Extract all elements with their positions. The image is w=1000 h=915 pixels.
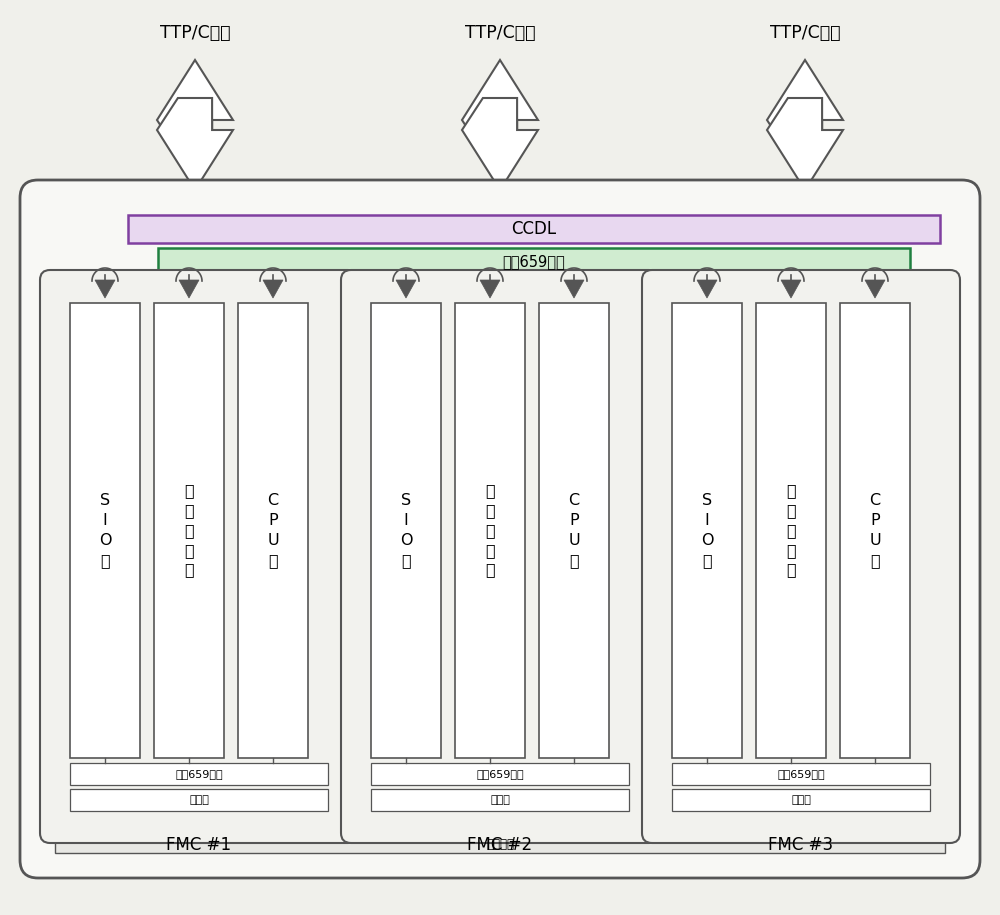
Polygon shape: [781, 280, 801, 298]
Bar: [672, 789, 930, 811]
Bar: [539, 303, 609, 758]
Polygon shape: [767, 98, 843, 190]
Polygon shape: [179, 280, 199, 298]
Text: 背板电缆: 背板电缆: [486, 837, 514, 851]
Text: FMC #2: FMC #2: [467, 836, 533, 854]
Text: 本地659总线: 本地659总线: [476, 769, 524, 779]
Text: 本地659总线: 本地659总线: [777, 769, 825, 779]
Text: 总
线
接
口
板: 总 线 接 口 板: [485, 483, 495, 577]
Text: S
I
O
板: S I O 板: [400, 493, 412, 567]
Bar: [70, 763, 328, 785]
Bar: [238, 303, 308, 758]
Bar: [371, 763, 629, 785]
Text: 桥接659总线: 桥接659总线: [503, 254, 565, 269]
Text: TTP/C总线: TTP/C总线: [770, 24, 840, 42]
Bar: [840, 303, 910, 758]
Polygon shape: [157, 98, 233, 190]
Text: C
P
U
板: C P U 板: [869, 493, 881, 567]
Polygon shape: [396, 280, 416, 298]
Bar: [672, 303, 742, 758]
Bar: [371, 303, 441, 758]
Text: 总
线
接
口
板: 总 线 接 口 板: [184, 483, 194, 577]
Text: 电源板: 电源板: [490, 795, 510, 805]
Text: TTP/C总线: TTP/C总线: [465, 24, 535, 42]
Polygon shape: [95, 280, 115, 298]
Polygon shape: [157, 60, 233, 152]
Bar: [455, 303, 525, 758]
Polygon shape: [480, 280, 500, 298]
Text: FMC #3: FMC #3: [768, 836, 834, 854]
Text: 总
线
接
口
板: 总 线 接 口 板: [786, 483, 796, 577]
Polygon shape: [263, 280, 283, 298]
Text: S
I
O
板: S I O 板: [99, 493, 111, 567]
Bar: [158, 248, 910, 275]
Text: FMC #1: FMC #1: [166, 836, 232, 854]
FancyBboxPatch shape: [341, 270, 659, 843]
Bar: [672, 763, 930, 785]
FancyBboxPatch shape: [40, 270, 358, 843]
Bar: [371, 789, 629, 811]
Bar: [70, 789, 328, 811]
Text: TTP/C总线: TTP/C总线: [160, 24, 230, 42]
Text: S
I
O
板: S I O 板: [701, 493, 713, 567]
Text: 本地659总线: 本地659总线: [175, 769, 223, 779]
Polygon shape: [462, 98, 538, 190]
Polygon shape: [697, 280, 717, 298]
Text: C
P
U
板: C P U 板: [267, 493, 279, 567]
Text: 电源板: 电源板: [791, 795, 811, 805]
FancyBboxPatch shape: [20, 180, 980, 878]
Text: C
P
U
板: C P U 板: [568, 493, 580, 567]
Bar: [128, 215, 940, 243]
Bar: [55, 835, 945, 853]
Bar: [154, 303, 224, 758]
Polygon shape: [767, 60, 843, 152]
Polygon shape: [462, 60, 538, 152]
Text: CCDL: CCDL: [511, 220, 557, 238]
Text: 电源板: 电源板: [189, 795, 209, 805]
Polygon shape: [564, 280, 584, 298]
Bar: [756, 303, 826, 758]
FancyBboxPatch shape: [642, 270, 960, 843]
Bar: [70, 303, 140, 758]
Polygon shape: [865, 280, 885, 298]
